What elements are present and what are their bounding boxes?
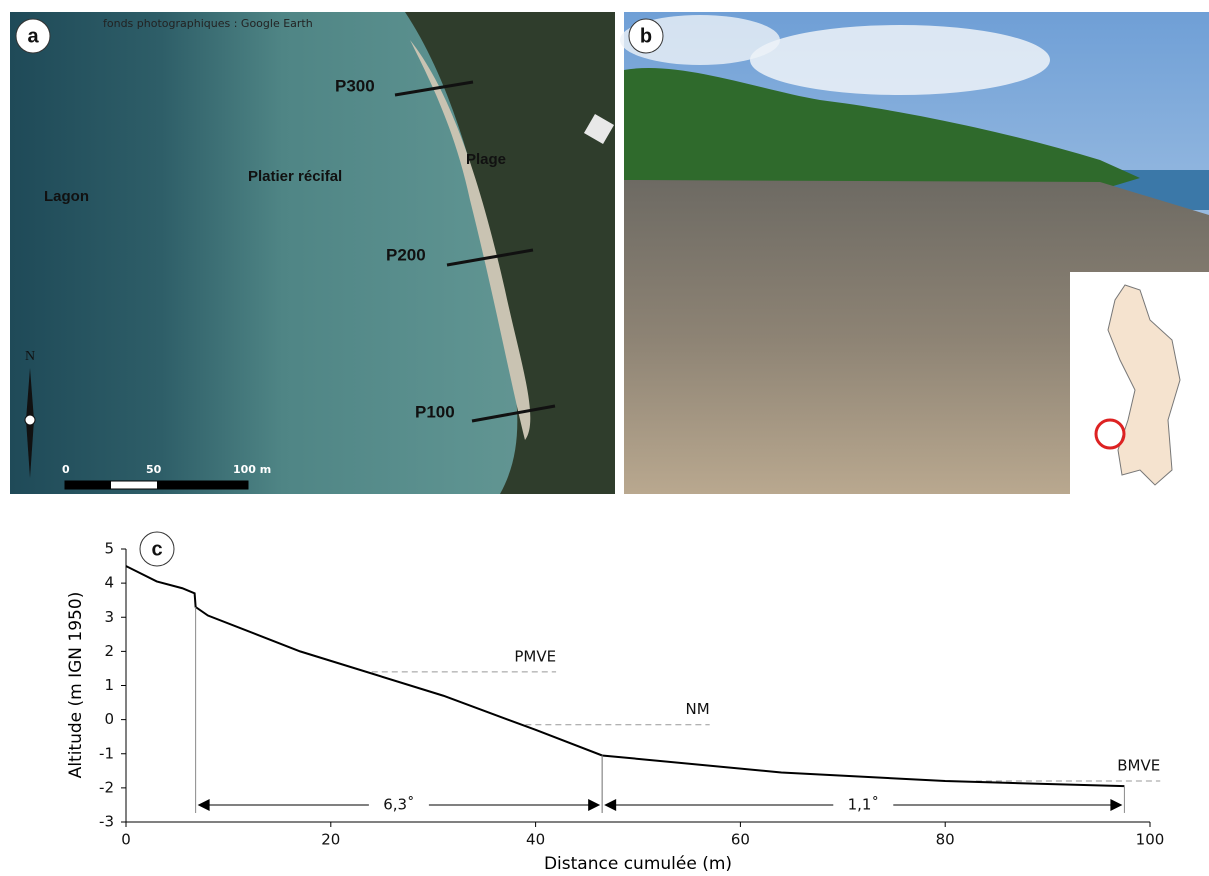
- x-tick-label: 20: [321, 831, 340, 849]
- north-arrow: [24, 414, 36, 426]
- y-tick-label: 3: [104, 608, 114, 626]
- chart: c Distance cumulée (m) Altitude (m IGN 1…: [66, 531, 1165, 874]
- x-tick-label: 60: [731, 831, 750, 849]
- x-axis-title: Distance cumulée (m): [544, 854, 732, 874]
- label-bg: [368, 794, 429, 815]
- profile-label: P100: [415, 402, 455, 421]
- area-label: Lagon: [44, 188, 89, 205]
- location-circle: [1094, 418, 1126, 450]
- panel-badge: [15, 18, 51, 54]
- arrowhead: [604, 798, 617, 811]
- y-tick-label: -3: [99, 813, 114, 831]
- x-tick-label: 100: [1136, 831, 1165, 849]
- arrowhead: [1110, 798, 1123, 811]
- level-label: NM: [686, 700, 710, 718]
- profile-label: P300: [335, 76, 375, 95]
- north-label: N: [25, 349, 35, 364]
- y-tick-label: -1: [99, 744, 114, 762]
- panel-b: b: [620, 12, 1209, 494]
- panel-label: c: [151, 538, 162, 560]
- area-label: Platier récifal: [248, 168, 342, 185]
- y-tick-label: -2: [99, 778, 114, 796]
- level-label: PMVE: [514, 647, 556, 665]
- area-label: Plage: [466, 151, 506, 168]
- island: [1107, 284, 1181, 486]
- y-tick-label: 5: [104, 540, 114, 558]
- y-axis-title: Altitude (m IGN 1950): [66, 592, 86, 779]
- panel-label: a: [27, 25, 39, 47]
- scale-label: 50: [146, 463, 162, 476]
- profile-label: P200: [386, 245, 426, 264]
- slope-label: 1,1˚: [848, 795, 879, 813]
- y-tick-label: 2: [104, 642, 114, 660]
- x-tick-label: 40: [526, 831, 545, 849]
- scale-bar: [157, 481, 248, 489]
- panel-label: b: [640, 25, 652, 47]
- x-tick-label: 80: [936, 831, 955, 849]
- scale-bar: [65, 481, 111, 489]
- cloud: [750, 25, 1050, 95]
- profile-line: [446, 248, 534, 267]
- label-bg: [833, 794, 894, 815]
- profile-line: [125, 565, 1125, 788]
- profile-line: [471, 404, 556, 423]
- sand: [624, 180, 1209, 494]
- trees: [624, 67, 1140, 190]
- y-tick-label: 1: [104, 676, 114, 694]
- building: [583, 113, 615, 145]
- panel-badge: [139, 531, 175, 567]
- scale-label: 100 m: [233, 463, 271, 476]
- panel-a: a fonds photographiques : Google Earth P…: [10, 12, 615, 494]
- arrowhead: [588, 798, 601, 811]
- profile-line: [394, 80, 474, 97]
- y-tick-label: 0: [104, 710, 114, 728]
- x-tick-label: 0: [121, 831, 131, 849]
- credit: fonds photographiques : Google Earth: [103, 17, 313, 30]
- scale-label: 0: [62, 463, 70, 476]
- beach: [410, 40, 531, 440]
- panel-badge: [628, 18, 664, 54]
- arrowhead: [197, 798, 210, 811]
- slope-label: 6,3˚: [383, 795, 414, 813]
- level-label: BMVE: [1117, 757, 1160, 775]
- y-tick-label: 4: [104, 574, 114, 592]
